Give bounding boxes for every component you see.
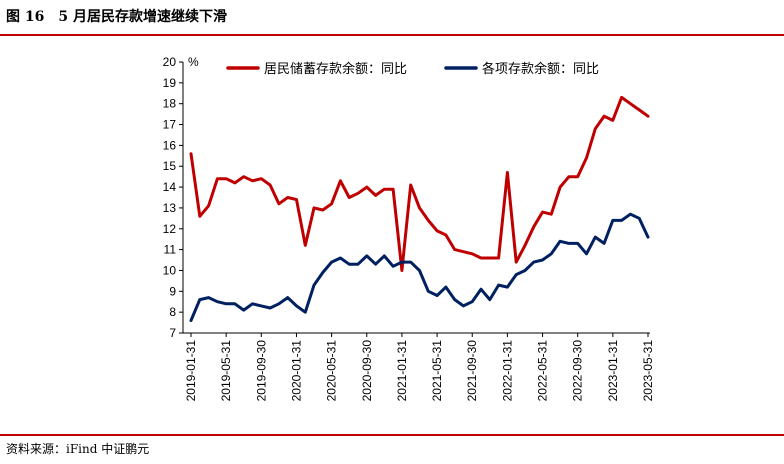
figure-title: 图 16 5 月居民存款增速继续下滑 xyxy=(6,6,227,26)
legend-label: 各项存款余额：同比 xyxy=(482,61,599,77)
y-tick-label: 12 xyxy=(163,222,177,236)
y-tick-label: 18 xyxy=(163,97,177,111)
y-tick-label: 9 xyxy=(169,284,176,298)
x-tick-label: 2021-01-31 xyxy=(395,340,409,402)
x-tick-label: 2019-05-31 xyxy=(219,340,233,402)
top-divider xyxy=(0,34,784,36)
x-tick-label: 2019-09-30 xyxy=(254,340,268,402)
x-tick-label: 2020-05-31 xyxy=(325,340,339,402)
series-line-total-deposits xyxy=(189,212,650,322)
y-tick-label: 20 xyxy=(163,55,177,69)
y-tick-label: 17 xyxy=(163,118,177,132)
y-tick-label: 7 xyxy=(169,326,176,340)
x-tick-label: 2023-01-31 xyxy=(606,340,620,402)
x-tick-label: 2020-01-31 xyxy=(289,340,303,402)
y-tick-label: 19 xyxy=(163,76,177,90)
x-tick-label: 2023-05-31 xyxy=(641,340,655,402)
x-tick-label: 2020-09-30 xyxy=(360,340,374,402)
source-note: 资料来源：iFind 中证鹏元 xyxy=(6,442,150,456)
x-tick-label: 2021-05-31 xyxy=(430,340,444,402)
x-tick-label: 2022-05-31 xyxy=(536,340,550,402)
x-tick-label: 2019-01-31 xyxy=(184,340,198,402)
legend-label: 居民储蓄存款余额：同比 xyxy=(264,61,407,77)
y-tick-label: 14 xyxy=(163,180,177,194)
x-tick-label: 2022-01-31 xyxy=(500,340,514,402)
y-tick-label: 11 xyxy=(164,243,177,257)
y-axis-unit: % xyxy=(188,55,199,69)
series-line-household-deposits xyxy=(189,95,650,272)
y-tick-label: 8 xyxy=(169,305,176,319)
y-tick-label: 13 xyxy=(163,201,177,215)
figure-title-text: 5 月居民存款增速继续下滑 xyxy=(58,9,227,25)
figure-number: 图 16 xyxy=(6,9,45,25)
y-tick-label: 15 xyxy=(163,159,177,173)
bottom-divider xyxy=(0,434,784,436)
x-tick-label: 2021-09-30 xyxy=(465,340,479,402)
y-tick-label: 10 xyxy=(163,263,177,277)
y-tick-label: 16 xyxy=(163,138,177,152)
x-tick-label: 2022-09-30 xyxy=(571,340,585,402)
